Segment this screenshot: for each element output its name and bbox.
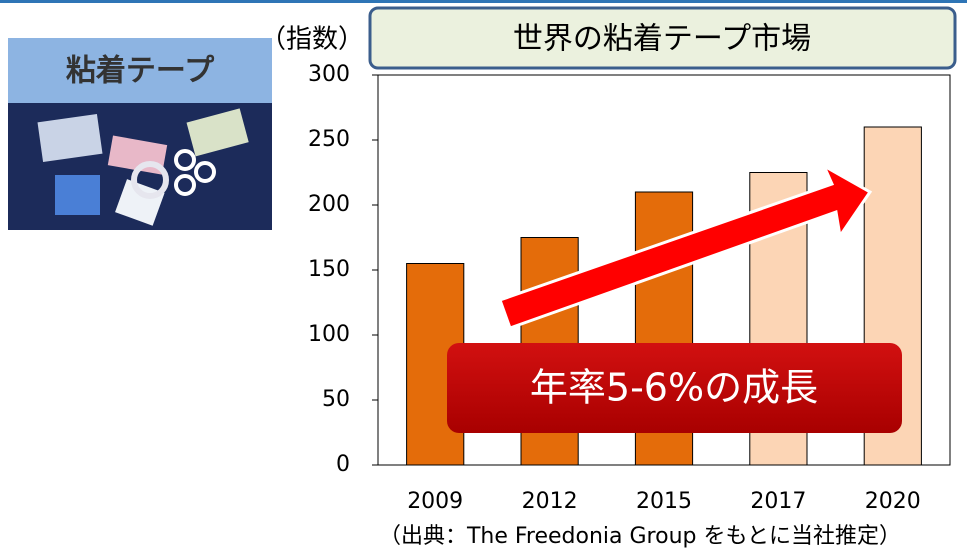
source-note: （出典：The Freedonia Group をもとに当社推定）	[379, 524, 901, 549]
x-tick-label: 2009	[407, 489, 463, 514]
product-label: 粘着テープ	[66, 54, 215, 89]
y-tick-label: 0	[336, 452, 350, 477]
y-tick-label: 200	[308, 192, 350, 217]
growth-arrow	[498, 162, 873, 330]
y-tick-label: 150	[308, 257, 350, 282]
annotation-text: 年率5-6%の成長	[530, 366, 818, 410]
title-box	[368, 6, 957, 70]
top-rule	[0, 0, 967, 3]
annotation-box	[447, 343, 902, 433]
x-tick-label: 2017	[750, 489, 806, 514]
label-box	[8, 38, 272, 103]
y-tick-label: 50	[322, 387, 350, 412]
y-tick-label: 300	[308, 62, 350, 87]
y-axis-label: （指数）	[260, 25, 364, 55]
x-tick-label: 2020	[865, 489, 921, 514]
x-tick-label: 2012	[522, 489, 578, 514]
x-tick-label: 2015	[636, 489, 692, 514]
y-tick-label: 100	[308, 322, 350, 347]
chart-title: 世界の粘着テープ市場	[513, 22, 811, 57]
y-tick-label: 250	[308, 127, 350, 152]
product-photo	[8, 103, 272, 230]
